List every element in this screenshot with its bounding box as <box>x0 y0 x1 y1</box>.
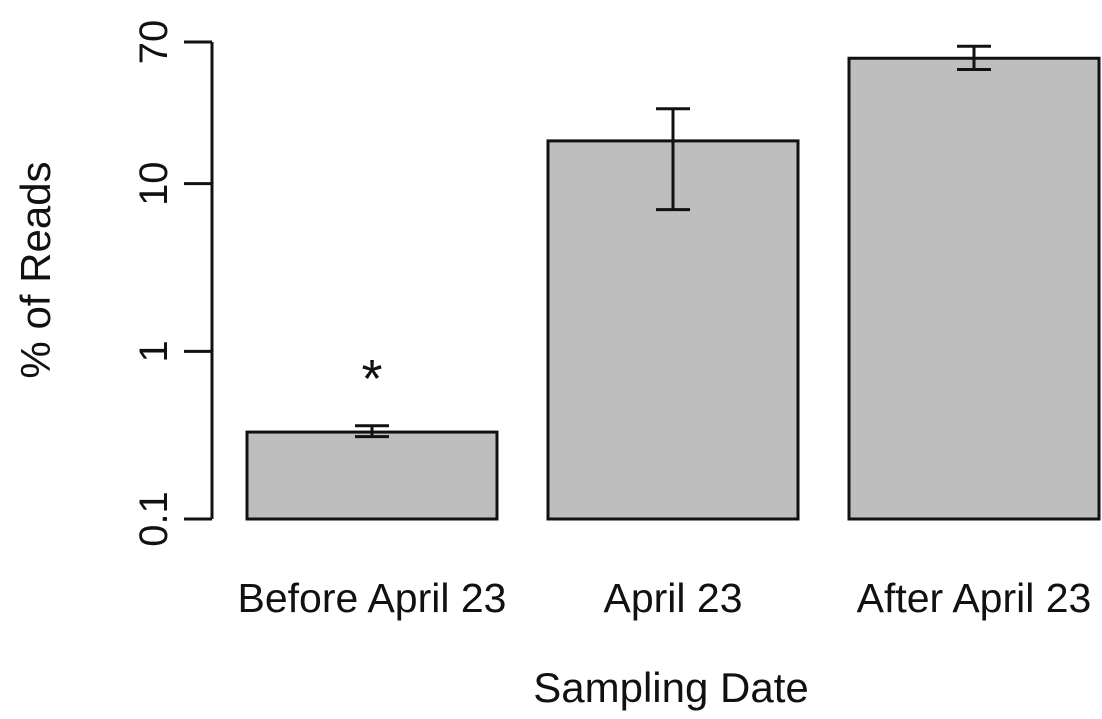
x-axis-title: Sampling Date <box>533 664 808 711</box>
x-tick-label-after-april-23: After April 23 <box>857 575 1092 621</box>
y-tick-label-0-1: 0.1 <box>132 491 176 547</box>
error-bars-layer <box>355 44 991 439</box>
y-tick-label-1: 1 <box>132 340 176 362</box>
error-bar-april-23 <box>656 107 690 212</box>
bar-before-april-23 <box>245 430 499 521</box>
error-bar-before-april-23 <box>355 424 389 439</box>
error-bar-after-april-23 <box>957 44 991 71</box>
x-tick-label-april-23: April 23 <box>603 575 742 621</box>
x-tick-label-before-april-23: Before April 23 <box>238 575 507 621</box>
y-tick-label-10: 10 <box>132 161 176 206</box>
y-tick-label-70: 70 <box>132 20 176 65</box>
y-axis-title: % of Reads <box>12 161 59 378</box>
annotations-layer: * <box>361 349 382 409</box>
bar-after-april-23 <box>847 56 1101 521</box>
y-ticks-layer: 0.1 1 10 70 <box>132 20 212 547</box>
significance-asterisk: * <box>361 349 382 409</box>
x-category-labels: Before April 23 April 23 After April 23 <box>238 575 1092 621</box>
